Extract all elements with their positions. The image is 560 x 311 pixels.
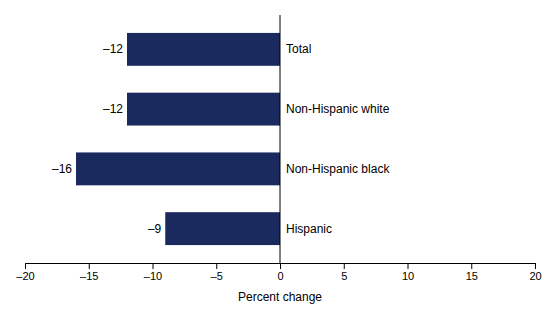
tick-label: 0 bbox=[277, 270, 283, 282]
data-label: –9 bbox=[148, 222, 162, 236]
data-labels: –12 –12 –16 –9 bbox=[52, 42, 162, 235]
bar bbox=[127, 33, 280, 66]
tick-label: –5 bbox=[211, 270, 223, 282]
category-labels: Total Non-Hispanic white Non-Hispanic blac… bbox=[286, 42, 390, 235]
x-axis: –20 –15 –10 –5 0 5 10 15 20 bbox=[16, 263, 541, 282]
tick: 15 bbox=[466, 263, 478, 282]
tick-mark bbox=[344, 263, 345, 269]
tick: 20 bbox=[529, 263, 541, 282]
tick-label: –15 bbox=[80, 270, 98, 282]
x-axis-line bbox=[26, 264, 536, 270]
category-label: Non-Hispanic white bbox=[286, 102, 390, 116]
tick-label: –10 bbox=[144, 270, 162, 282]
category-label: Hispanic bbox=[286, 222, 332, 236]
tick-mark bbox=[153, 263, 154, 269]
tick-mark bbox=[25, 263, 26, 269]
tick-mark bbox=[535, 263, 536, 269]
tick-mark bbox=[216, 263, 217, 269]
bar bbox=[165, 212, 280, 245]
tick-mark bbox=[280, 263, 281, 269]
x-axis-title: Percent change bbox=[238, 290, 322, 304]
tick: 10 bbox=[402, 263, 414, 282]
tick-mark bbox=[408, 263, 409, 269]
tick: 5 bbox=[341, 263, 347, 282]
tick-mark bbox=[471, 263, 472, 269]
tick: –10 bbox=[144, 263, 162, 282]
category-label: Total bbox=[286, 42, 311, 56]
plot: –12 –12 –16 –9 Total Non-Hispanic white Non-Hi… bbox=[16, 15, 541, 304]
tick: –20 bbox=[16, 263, 34, 282]
tick: –15 bbox=[80, 263, 98, 282]
tick-label: 20 bbox=[529, 270, 541, 282]
data-label: –16 bbox=[52, 162, 72, 176]
data-label: –12 bbox=[103, 42, 123, 56]
category-label: Non-Hispanic black bbox=[286, 162, 390, 176]
tick-label: 10 bbox=[402, 270, 414, 282]
tick: 0 bbox=[277, 263, 283, 282]
tick-label: 5 bbox=[341, 270, 347, 282]
zero-line bbox=[280, 15, 281, 263]
chart: –12 –12 –16 –9 Total Non-Hispanic white Non-Hi… bbox=[0, 0, 560, 311]
tick-label: 15 bbox=[466, 270, 478, 282]
bars bbox=[76, 33, 280, 245]
tick-label: –20 bbox=[16, 270, 34, 282]
bar bbox=[76, 152, 280, 185]
tick-mark bbox=[89, 263, 90, 269]
data-label: –12 bbox=[103, 102, 123, 116]
tick: –5 bbox=[211, 263, 223, 282]
bar bbox=[127, 93, 280, 126]
